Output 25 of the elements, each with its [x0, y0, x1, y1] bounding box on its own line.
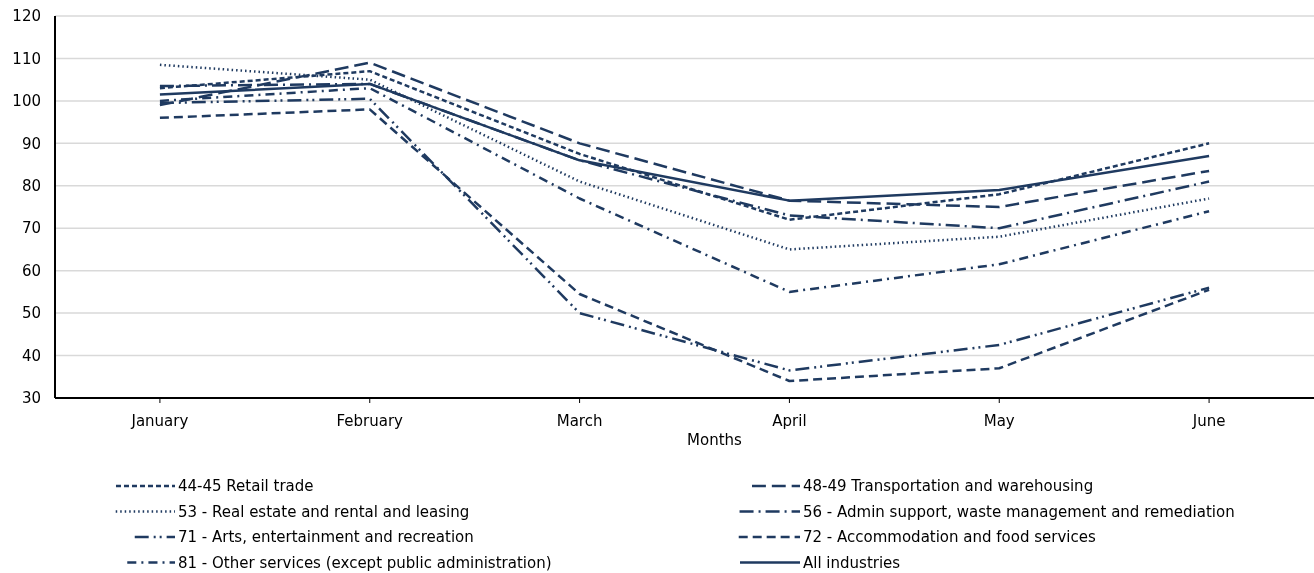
y-tick-label: 70	[21, 219, 41, 238]
x-tick-label: February	[336, 412, 404, 430]
x-tick-label: April	[772, 412, 807, 430]
legend-label: 71 - Arts, entertainment and recreation	[178, 528, 474, 547]
y-tick-label: 110	[12, 49, 41, 68]
y-tick-label: 80	[21, 177, 41, 196]
x-tick-label: June	[1191, 412, 1226, 430]
y-tick-label: 100	[12, 92, 41, 111]
legend-label: 56 - Admin support, waste management and remediation	[803, 502, 1235, 521]
y-tick-label: 90	[21, 134, 41, 153]
x-tick-label: May	[983, 412, 1015, 430]
legend-label: 53 - Real estate and rental and leasing	[178, 502, 470, 521]
legend-label: 44-45 Retail trade	[178, 477, 314, 496]
legend-label: 48-49 Transportation and warehousing	[803, 477, 1094, 496]
y-tick-label: 120	[12, 7, 41, 26]
legend-label: 81 - Other services (except public administration)	[178, 553, 552, 572]
x-tick-label: March	[556, 412, 603, 430]
x-tick-label: January	[130, 412, 189, 430]
legend-label: All industries	[803, 553, 901, 572]
y-tick-label: 60	[21, 261, 41, 280]
x-axis-title: Months	[687, 431, 743, 449]
y-tick-label: 40	[21, 346, 41, 365]
y-tick-label: 50	[21, 304, 41, 323]
legend-label: 72 - Accommodation and food services	[803, 528, 1096, 547]
y-tick-label: 30	[21, 389, 41, 408]
